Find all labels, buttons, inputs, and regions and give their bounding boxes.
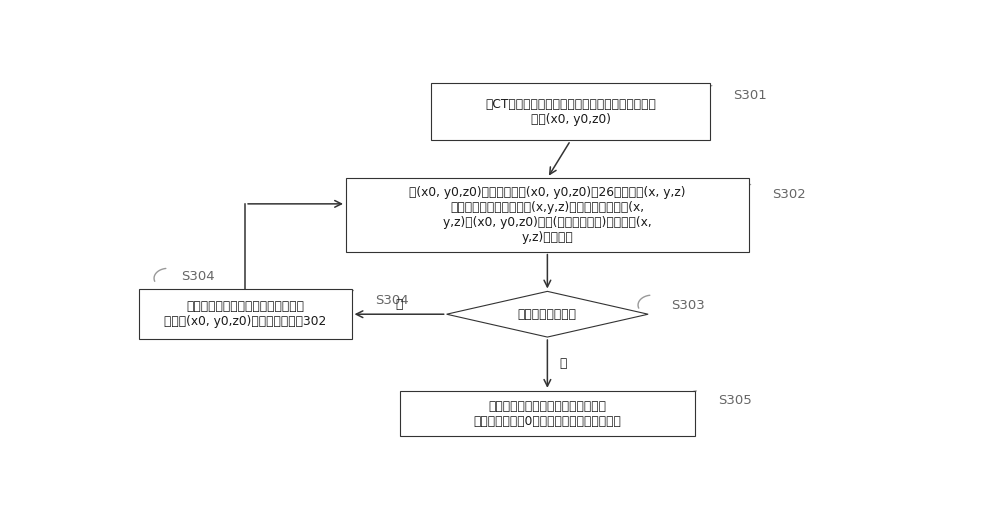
Text: 从堆栈中取出一个体素点，把该体素
点作为(x0, y0,z0)并重新执行步骤302: 从堆栈中取出一个体素点，把该体素 点作为(x0, y0,z0)并重新执行步骤30… — [164, 300, 326, 328]
FancyBboxPatch shape — [346, 178, 749, 252]
Text: S304: S304 — [181, 270, 215, 283]
FancyBboxPatch shape — [139, 289, 352, 339]
Text: 对CT图像顺序扫描，找到前景种子点体素，设该体
素为(x0, y0,z0): 对CT图像顺序扫描，找到前景种子点体素，设该体 素为(x0, y0,z0) — [485, 98, 656, 125]
Text: S303: S303 — [671, 299, 705, 312]
FancyBboxPatch shape — [431, 83, 710, 140]
Text: 否: 否 — [395, 298, 403, 311]
Text: 判断堆栈是否为空: 判断堆栈是否为空 — [518, 308, 577, 321]
Text: S304: S304 — [375, 294, 409, 307]
Text: 将前景种子点体素区域之外其余体素
点灰度值设置为0（背景值），区域生长停止: 将前景种子点体素区域之外其余体素 点灰度值设置为0（背景值），区域生长停止 — [473, 399, 621, 428]
Text: S305: S305 — [718, 394, 752, 407]
Text: 以(x0, y0,z0)为中心，考虑(x0, y0,z0)的26邻域体素(x, y,z)
是否满足生长准则，如果(x,y,z)满足生长准则，将(x,
y,z)与: 以(x0, y0,z0)为中心，考虑(x0, y0,z0)的26邻域体素(x, … — [409, 186, 686, 244]
Polygon shape — [447, 292, 648, 337]
Text: 是: 是 — [559, 358, 566, 370]
FancyBboxPatch shape — [400, 391, 695, 437]
Text: S301: S301 — [733, 89, 767, 102]
Text: S302: S302 — [772, 188, 806, 201]
